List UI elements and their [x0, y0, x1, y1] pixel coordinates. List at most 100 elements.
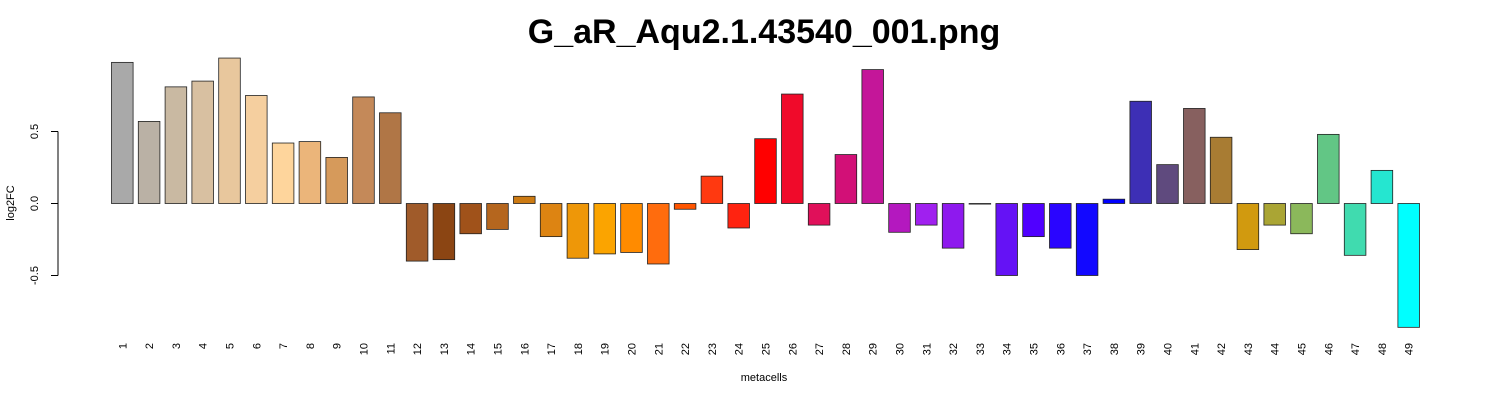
- x-tick-label: 19: [600, 343, 612, 355]
- x-tick-label: 14: [466, 343, 478, 355]
- y-axis-label: log2FC: [5, 185, 17, 221]
- x-tick-label: 10: [359, 343, 371, 355]
- bar-31: [915, 203, 938, 226]
- bar-48: [1370, 169, 1394, 204]
- bar-29: [861, 69, 884, 204]
- x-tick-label: 33: [975, 343, 987, 355]
- bar-43: [1236, 203, 1260, 250]
- bar-44: [1263, 203, 1286, 226]
- x-tick-label: 30: [895, 343, 907, 355]
- x-tick-label: 41: [1189, 343, 1201, 355]
- x-tick-label: 22: [680, 343, 692, 355]
- x-tick-label: 48: [1377, 343, 1389, 355]
- x-tick-label: 24: [734, 343, 746, 355]
- x-tick-label: 4: [198, 343, 210, 349]
- bar-34: [995, 203, 1018, 276]
- bar-21: [647, 203, 670, 265]
- bar-32: [941, 203, 965, 249]
- bar-22: [673, 203, 697, 210]
- bar-46: [1317, 133, 1340, 204]
- x-tick-label: 11: [385, 343, 397, 354]
- y-tick-label: 0.5: [29, 124, 41, 139]
- bar-8: [298, 141, 322, 204]
- x-tick-label: 46: [1323, 343, 1335, 355]
- x-tick-label: 16: [519, 343, 531, 355]
- bar-1: [111, 61, 134, 204]
- x-tick-label: 39: [1136, 343, 1148, 355]
- x-tick-label: 15: [493, 343, 505, 355]
- bar-25: [754, 138, 777, 204]
- x-tick-label: 3: [171, 343, 183, 349]
- bar-14: [459, 203, 482, 235]
- x-tick-label: 40: [1163, 343, 1175, 355]
- y-axis: -0.5 0.0 0.5: [29, 124, 59, 285]
- x-tick-label: 7: [278, 343, 290, 349]
- bar-49: [1397, 203, 1420, 328]
- bar-16: [513, 195, 536, 204]
- x-tick-label: 31: [921, 343, 933, 355]
- bar-15: [486, 203, 509, 230]
- x-tick-label: 45: [1297, 343, 1309, 355]
- x-tick-label: 44: [1270, 343, 1282, 355]
- x-tick-label: 25: [761, 343, 773, 355]
- bar-35: [1022, 203, 1045, 238]
- bar-36: [1049, 203, 1072, 249]
- x-tick-label: 18: [573, 343, 585, 355]
- chart-title: G_aR_Aqu2.1.43540_001.png: [528, 13, 1000, 51]
- x-tick-label: 29: [868, 343, 880, 355]
- bar-7: [271, 142, 295, 204]
- y-tick-label: 0.0: [29, 196, 41, 211]
- x-tick-label: 34: [1002, 343, 1014, 355]
- y-tick-label: -0.5: [29, 266, 41, 285]
- bar-28: [834, 154, 858, 204]
- bar-17: [539, 203, 563, 238]
- bar-19: [593, 203, 616, 255]
- bar-42: [1209, 136, 1233, 204]
- x-tick-label: 1: [117, 343, 129, 349]
- bar-47: [1343, 203, 1367, 256]
- x-tick-label: 9: [332, 343, 344, 349]
- bar-12: [405, 203, 429, 262]
- x-tick-label: 6: [251, 343, 263, 349]
- x-tick-labels: 1 2 3 4 5 6 7 8 9 10 11 12 13 14 15 16 17 18 19 20 21 22 23 24 2…: [117, 343, 1415, 355]
- x-tick-label: 42: [1216, 343, 1228, 355]
- bar-2: [137, 121, 161, 204]
- bar-3: [164, 86, 188, 204]
- x-tick-label: 37: [1082, 343, 1094, 355]
- bar-5: [218, 57, 241, 204]
- bar-41: [1183, 108, 1206, 204]
- x-tick-label: 17: [546, 343, 558, 355]
- x-tick-label: 35: [1029, 343, 1041, 355]
- bar-23: [700, 175, 724, 204]
- bar-24: [727, 203, 750, 229]
- x-tick-label: 20: [627, 343, 639, 355]
- x-tick-label: 27: [814, 343, 826, 355]
- x-tick-label: 38: [1109, 343, 1121, 355]
- x-tick-label: 5: [225, 343, 237, 349]
- bar-40: [1156, 164, 1179, 204]
- bar-9: [325, 157, 348, 204]
- bar-30: [888, 203, 911, 233]
- bar-26: [781, 93, 804, 204]
- x-tick-label: 26: [787, 343, 799, 355]
- x-axis-label: metacells: [741, 372, 788, 384]
- x-tick-label: 12: [412, 343, 424, 355]
- bar-39: [1129, 100, 1152, 204]
- x-tick-label: 2: [144, 343, 156, 349]
- x-tick-label: 21: [653, 343, 665, 355]
- x-tick-label: 32: [948, 343, 960, 355]
- x-tick-label: 13: [439, 343, 451, 355]
- x-tick-label: 43: [1243, 343, 1255, 355]
- bar-10: [352, 96, 375, 204]
- bar-18: [566, 203, 590, 259]
- bar-37: [1075, 203, 1099, 276]
- bar-45: [1290, 203, 1313, 235]
- bar-27: [807, 203, 831, 226]
- x-tick-label: 8: [305, 343, 317, 349]
- bars: [111, 57, 1420, 328]
- x-tick-label: 28: [841, 343, 853, 355]
- x-tick-label: 49: [1404, 343, 1416, 355]
- x-tick-label: 47: [1350, 343, 1362, 355]
